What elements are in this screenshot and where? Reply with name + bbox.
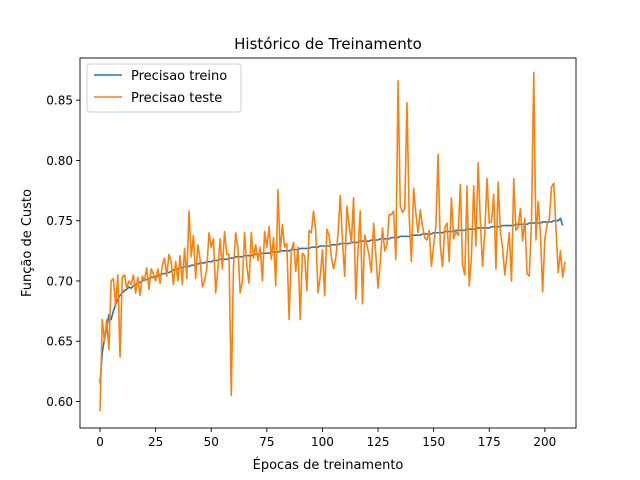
x-tick-label: 175	[478, 435, 501, 449]
x-axis-label: Épocas de treinamento	[253, 457, 404, 473]
x-tick-label: 50	[204, 435, 219, 449]
y-tick-label: 0.80	[46, 154, 73, 168]
y-tick-label: 0.65	[46, 335, 73, 349]
legend-box	[86, 63, 242, 113]
plot-lines	[99, 71, 566, 412]
y-tick-label: 0.70	[46, 274, 73, 288]
x-tick-label: 100	[311, 435, 334, 449]
x-tick-label: 0	[96, 435, 104, 449]
legend-label-precisao-teste: Precisao teste	[131, 91, 222, 106]
chart-title: Histórico de Treinamento	[234, 35, 422, 53]
x-tick-label: 125	[367, 435, 390, 449]
series-line-precisao-teste	[99, 71, 566, 412]
x-tick-label: 75	[259, 435, 274, 449]
legend-label-precisao-treino: Precisao treino	[131, 69, 227, 84]
x-tick-label: 25	[148, 435, 163, 449]
y-tick-label: 0.75	[46, 214, 73, 228]
y-axis-label: Função de Custo	[20, 189, 35, 297]
y-tick-label: 0.85	[46, 94, 73, 108]
y-axis-ticks: 0.60 0.65 0.70 0.75 0.80 0.85	[46, 94, 80, 409]
x-axis-ticks: 0 25 50 75 100 125 150 175 200	[96, 428, 556, 449]
x-tick-label: 200	[533, 435, 556, 449]
axes-frame	[79, 57, 577, 429]
x-tick-label: 150	[422, 435, 445, 449]
y-tick-label: 0.60	[46, 395, 73, 409]
legend: Precisao treino Precisao teste	[86, 63, 242, 113]
